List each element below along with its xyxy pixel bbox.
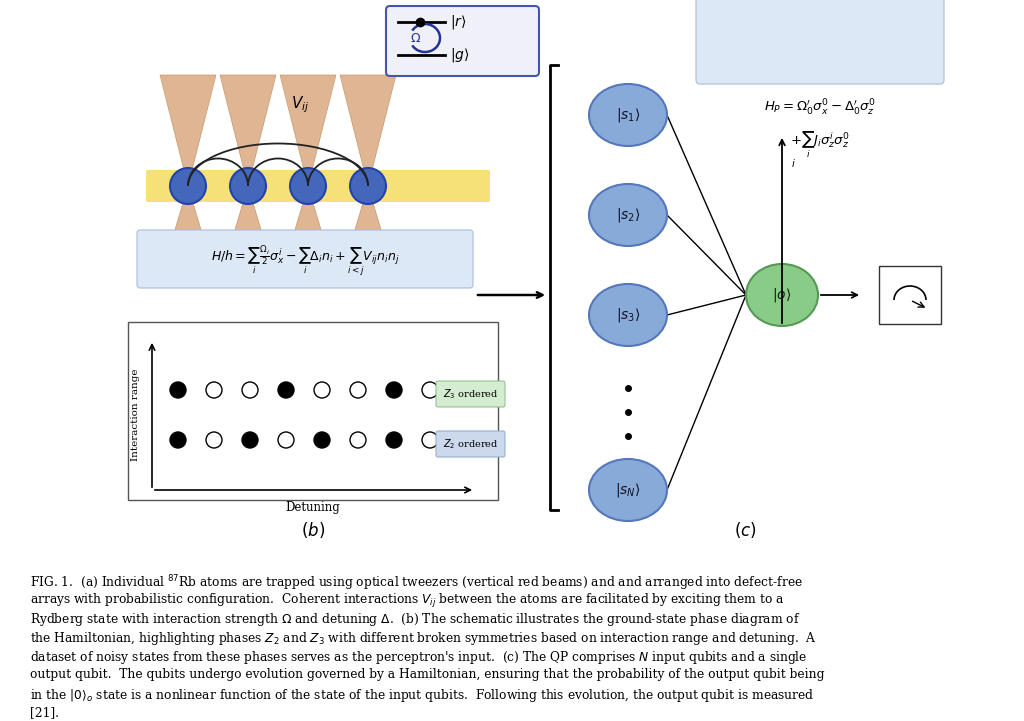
Text: $|o\rangle$: $|o\rangle$ [772, 286, 792, 304]
Ellipse shape [589, 459, 667, 521]
Circle shape [422, 432, 438, 448]
Text: $H/h = \sum_i \frac{\Omega_i}{2}\sigma_x^i - \sum_i \Delta_i n_i + \sum_{i<j} V_: $H/h = \sum_i \frac{\Omega_i}{2}\sigma_x… [211, 244, 399, 278]
Circle shape [386, 432, 402, 448]
Text: [21].: [21]. [30, 706, 59, 719]
Text: $|s_N\rangle$: $|s_N\rangle$ [615, 481, 641, 499]
Text: $|g\rangle$: $|g\rangle$ [450, 46, 470, 64]
FancyBboxPatch shape [137, 230, 473, 288]
Polygon shape [280, 186, 336, 280]
Text: Detuning: Detuning [286, 502, 340, 515]
Ellipse shape [589, 284, 667, 346]
Circle shape [242, 432, 258, 448]
Polygon shape [160, 186, 216, 280]
Text: $i$: $i$ [791, 157, 796, 169]
Text: Interaction range: Interaction range [130, 368, 139, 461]
Text: dataset of noisy states from these phases serves as the perceptron's input.  (c): dataset of noisy states from these phase… [30, 649, 808, 666]
Ellipse shape [589, 84, 667, 146]
Text: $(b)$: $(b)$ [301, 520, 325, 540]
FancyBboxPatch shape [386, 6, 539, 76]
Text: $Z_3$ ordered: $Z_3$ ordered [443, 387, 499, 401]
FancyBboxPatch shape [696, 0, 944, 84]
Text: $Z_2$ ordered: $Z_2$ ordered [443, 437, 499, 451]
Polygon shape [160, 75, 216, 186]
Text: $\Omega$: $\Omega$ [411, 32, 422, 45]
Circle shape [278, 382, 294, 398]
Text: arrays with probabilistic configuration.  Coherent interactions $V_{ij}$ between: arrays with probabilistic configuration.… [30, 592, 784, 610]
FancyBboxPatch shape [436, 381, 505, 407]
Circle shape [350, 432, 366, 448]
Text: $(c)$: $(c)$ [733, 520, 757, 540]
Text: the Hamiltonian, highlighting phases $Z_2$ and $Z_3$ with different broken symme: the Hamiltonian, highlighting phases $Z_… [30, 630, 817, 647]
Text: $(a)$: $(a)$ [293, 325, 316, 345]
Text: $|r\rangle$: $|r\rangle$ [450, 13, 467, 31]
Circle shape [314, 432, 330, 448]
Circle shape [290, 168, 326, 204]
Text: $|s_3\rangle$: $|s_3\rangle$ [615, 306, 640, 324]
FancyBboxPatch shape [128, 322, 498, 500]
Circle shape [278, 432, 294, 448]
Circle shape [242, 382, 258, 398]
Circle shape [206, 382, 222, 398]
Circle shape [314, 382, 330, 398]
Polygon shape [220, 75, 276, 186]
FancyBboxPatch shape [146, 170, 490, 202]
Circle shape [170, 382, 186, 398]
FancyBboxPatch shape [879, 266, 941, 324]
Text: $|s_2\rangle$: $|s_2\rangle$ [615, 206, 640, 224]
Text: FIG. 1.  (a) Individual $^{87}$Rb atoms are trapped using optical tweezers (vert: FIG. 1. (a) Individual $^{87}$Rb atoms a… [30, 573, 803, 593]
Circle shape [206, 432, 222, 448]
Text: $+ \sum_i J_i\sigma_z^i\sigma_z^0$: $+ \sum_i J_i\sigma_z^i\sigma_z^0$ [790, 130, 850, 160]
Text: Rydberg state with interaction strength $\Omega$ and detuning $\Delta$.  (b) The: Rydberg state with interaction strength … [30, 611, 801, 628]
Circle shape [170, 432, 186, 448]
Circle shape [170, 168, 206, 204]
Text: $V_{ij}$: $V_{ij}$ [291, 94, 309, 115]
Polygon shape [280, 75, 336, 186]
Ellipse shape [746, 264, 818, 326]
Polygon shape [340, 75, 396, 186]
Ellipse shape [589, 184, 667, 246]
Text: output qubit.  The qubits undergo evolution governed by a Hamiltonian, ensuring : output qubit. The qubits undergo evoluti… [30, 668, 824, 681]
Circle shape [350, 168, 386, 204]
Polygon shape [340, 186, 396, 280]
FancyBboxPatch shape [436, 431, 505, 457]
Circle shape [386, 382, 402, 398]
Circle shape [230, 168, 266, 204]
Text: in the $|0\rangle_o$ state is a nonlinear function of the state of the input qub: in the $|0\rangle_o$ state is a nonlinea… [30, 687, 814, 704]
Polygon shape [220, 186, 276, 280]
Circle shape [422, 382, 438, 398]
Text: $|s_1\rangle$: $|s_1\rangle$ [615, 106, 640, 124]
Text: $H_P = \Omega_0'\sigma_x^0 - \Delta_0'\sigma_z^0$: $H_P = \Omega_0'\sigma_x^0 - \Delta_0'\s… [764, 98, 876, 118]
Circle shape [350, 382, 366, 398]
